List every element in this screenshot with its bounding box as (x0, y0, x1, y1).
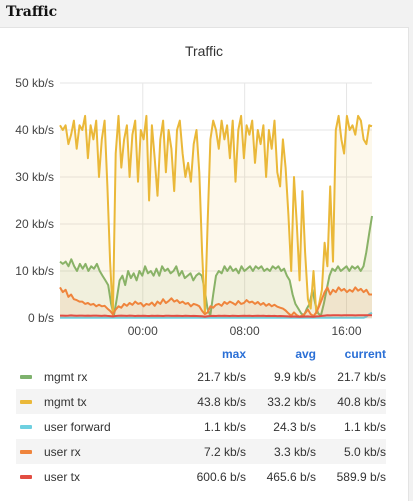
legend-swatch[interactable] (20, 449, 32, 454)
legend-current: 21.7 kb/s (337, 369, 386, 384)
series-line-mgmt-tx (59, 114, 373, 317)
legend-current: 40.8 kb/s (337, 394, 386, 409)
traffic-chart[interactable]: 0 b/s 10 kb/s 20 kb/s 30 kb/s 40 kb/s 50 kb/s… (0, 28, 408, 338)
series-line-user-rx (59, 286, 372, 318)
legend-swatch[interactable] (20, 424, 32, 429)
x-tick-label: 16:00 (332, 324, 362, 338)
legend-avg: 465.6 b/s (266, 469, 316, 484)
series-line-user-tx (60, 314, 373, 318)
traffic-panel: Traffic 0 b/s 10 kb/s 20 kb/s 30 kb/s 40 kb/… (0, 27, 409, 501)
legend-row-mgmt-tx[interactable]: mgmt tx 43.8 kb/s 33.2 kb/s 40.8 kb/s (16, 389, 386, 414)
legend-current: 1.1 kb/s (343, 419, 386, 434)
legend-avg: 33.2 kb/s (267, 394, 316, 409)
legend-swatch[interactable] (20, 474, 32, 479)
legend-current: 5.0 kb/s (343, 444, 386, 459)
x-axis: 00:00 08:00 16:00 (128, 324, 362, 338)
series-area-mgmt-tx (60, 115, 372, 319)
legend-series-name[interactable]: user forward (44, 419, 111, 434)
legend-avg: 3.3 kb/s (273, 444, 316, 459)
series-line-user-forward (60, 311, 373, 319)
legend-max: 43.8 kb/s (197, 394, 246, 409)
legend-max: 21.7 kb/s (197, 369, 246, 384)
y-tick-label: 50 kb/s (15, 76, 54, 90)
legend-row-user-tx[interactable]: user tx 600.6 b/s 465.6 b/s 589.9 b/s (16, 464, 386, 489)
legend-avg: 24.3 b/s (273, 419, 316, 434)
legend-series-name[interactable]: user tx (44, 469, 81, 484)
legend-table: max avg current mgmt rx 21.7 kb/s 9.9 kb… (16, 344, 386, 489)
legend-series-name[interactable]: mgmt tx (44, 394, 87, 409)
legend-swatch[interactable] (20, 374, 32, 379)
y-axis: 0 b/s 10 kb/s 20 kb/s 30 kb/s 40 kb/s 50 kb/s (15, 76, 54, 325)
legend-max: 600.6 b/s (196, 469, 246, 484)
y-tick-label: 30 kb/s (15, 170, 54, 184)
series-area-user-rx (60, 287, 372, 318)
legend-swatch[interactable] (20, 399, 32, 404)
legend-row-user-forward[interactable]: user forward 1.1 kb/s 24.3 b/s 1.1 kb/s (16, 414, 386, 439)
y-tick-label: 0 b/s (28, 311, 54, 325)
legend-max: 7.2 kb/s (203, 444, 246, 459)
legend-row-mgmt-rx[interactable]: mgmt rx 21.7 kb/s 9.9 kb/s 21.7 kb/s (16, 364, 386, 389)
legend-row-user-rx[interactable]: user rx 7.2 kb/s 3.3 kb/s 5.0 kb/s (16, 439, 386, 464)
legend-header-current[interactable]: current (344, 347, 386, 361)
x-tick-label: 08:00 (230, 324, 260, 338)
legend-series-name[interactable]: mgmt rx (44, 369, 88, 384)
legend-header: max avg current (16, 344, 386, 364)
x-tick-label: 00:00 (128, 324, 158, 338)
section-title: Traffic (6, 4, 58, 20)
series-layer (59, 114, 373, 319)
legend-max: 1.1 kb/s (203, 419, 246, 434)
y-tick-label: 10 kb/s (15, 264, 54, 278)
y-tick-label: 20 kb/s (15, 217, 54, 231)
legend-avg: 9.9 kb/s (273, 369, 316, 384)
series-area-mgmt-rx (60, 216, 372, 318)
legend-current: 589.9 b/s (336, 469, 386, 484)
legend-header-max[interactable]: max (221, 347, 246, 361)
legend-series-name[interactable]: user rx (44, 444, 81, 459)
y-tick-label: 40 kb/s (15, 123, 54, 137)
panel-title[interactable]: Traffic (184, 43, 224, 59)
legend-header-avg[interactable]: avg (295, 347, 316, 361)
